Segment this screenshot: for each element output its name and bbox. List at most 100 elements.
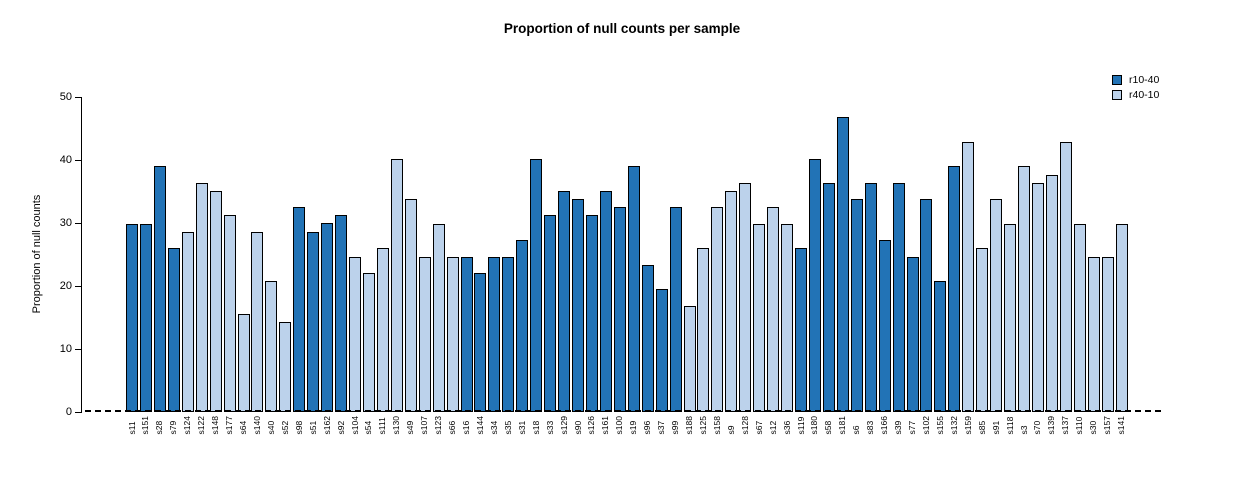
x-label-s12: s12 bbox=[767, 416, 779, 435]
x-label-s40: s40 bbox=[265, 416, 277, 435]
bar-s99 bbox=[669, 207, 682, 412]
x-label-text: s36 bbox=[781, 420, 792, 435]
x-label-s141: s141 bbox=[1116, 416, 1128, 434]
y-axis-line bbox=[81, 97, 82, 413]
x-label-s129: s129 bbox=[558, 416, 570, 434]
bar-s31 bbox=[516, 240, 529, 412]
x-label-text: s132 bbox=[948, 416, 959, 435]
x-label-s58: s58 bbox=[823, 416, 835, 435]
y-tick-label-40: 40 bbox=[59, 153, 72, 166]
bar-s77 bbox=[906, 257, 919, 412]
x-label-s3: s3 bbox=[1018, 416, 1030, 434]
x-label-s166: s166 bbox=[879, 416, 891, 434]
x-label-text: s166 bbox=[879, 416, 890, 435]
y-tick-label-50: 50 bbox=[59, 90, 72, 103]
x-label-s102: s102 bbox=[920, 416, 932, 434]
bar-s180 bbox=[808, 159, 821, 412]
x-label-s51: s51 bbox=[307, 416, 319, 435]
x-label-text: s144 bbox=[474, 416, 485, 435]
bar-s122 bbox=[195, 183, 208, 412]
x-label-s119: s119 bbox=[795, 416, 807, 435]
bar-s35 bbox=[502, 257, 515, 412]
bar-s3 bbox=[1018, 166, 1030, 412]
y-tick-10 bbox=[75, 348, 82, 350]
x-label-text: s100 bbox=[614, 416, 625, 435]
x-label-s181: s181 bbox=[837, 416, 849, 434]
x-label-text: s107 bbox=[419, 416, 430, 435]
x-label-text: s12 bbox=[767, 420, 778, 435]
x-label-s110: s110 bbox=[1074, 416, 1086, 435]
x-label-text: s137 bbox=[1060, 416, 1071, 435]
x-label-text: s64 bbox=[238, 420, 248, 435]
bar-s104 bbox=[349, 257, 361, 412]
x-label-text: s33 bbox=[544, 420, 555, 435]
bar-s129 bbox=[558, 191, 571, 412]
x-label-s19: s19 bbox=[628, 416, 640, 435]
x-label-text: s118 bbox=[1004, 416, 1015, 435]
bar-s9 bbox=[725, 191, 738, 412]
bar-s107 bbox=[418, 257, 431, 412]
x-label-s90: s90 bbox=[572, 416, 584, 435]
x-label-text: s158 bbox=[711, 416, 722, 435]
x-label-s104: s104 bbox=[349, 416, 361, 434]
bar-s125 bbox=[697, 248, 710, 412]
x-label-text: s111 bbox=[377, 417, 388, 435]
x-label-s98: s98 bbox=[293, 416, 305, 435]
bar-s157 bbox=[1101, 257, 1114, 412]
x-label-text: s52 bbox=[279, 420, 290, 435]
x-label-text: s92 bbox=[335, 420, 346, 435]
legend-label-r10-40: r10-40 bbox=[1129, 73, 1160, 86]
x-label-text: s98 bbox=[293, 420, 304, 435]
bar-s91 bbox=[990, 199, 1003, 412]
x-label-text: s18 bbox=[530, 420, 541, 435]
bar-s85 bbox=[976, 248, 989, 412]
x-label-s188: s188 bbox=[684, 416, 696, 434]
bar-s30 bbox=[1087, 257, 1100, 412]
x-label-s37: s37 bbox=[656, 416, 668, 435]
x-label-s107: s107 bbox=[419, 416, 431, 434]
x-label-text: s180 bbox=[809, 416, 820, 435]
legend-swatch-r40-10 bbox=[1112, 89, 1122, 100]
bar-s151 bbox=[139, 224, 152, 412]
bar-s102 bbox=[920, 199, 933, 412]
x-label-s18: s18 bbox=[530, 416, 542, 435]
legend: r10-40 r40-10 bbox=[1112, 72, 1159, 102]
x-label-s144: s144 bbox=[474, 416, 486, 434]
x-label-s9: s9 bbox=[725, 416, 737, 434]
bar-s52 bbox=[279, 322, 292, 412]
x-label-s140: s140 bbox=[251, 416, 263, 434]
x-label-text: s35 bbox=[502, 420, 513, 435]
bar-s124 bbox=[181, 232, 194, 412]
bar-s39 bbox=[892, 183, 905, 412]
x-label-text: s140 bbox=[251, 416, 262, 435]
x-label-text: s19 bbox=[628, 420, 639, 435]
bar-s49 bbox=[404, 199, 417, 412]
x-label-s54: s54 bbox=[363, 416, 375, 435]
x-label-s111: s111 bbox=[377, 416, 389, 434]
x-label-text: s51 bbox=[307, 420, 318, 435]
x-label-s118: s118 bbox=[1004, 416, 1016, 435]
x-label-s77: s77 bbox=[907, 416, 919, 435]
y-axis-title: Proportion of null counts bbox=[31, 194, 43, 314]
x-label-s30: s30 bbox=[1088, 416, 1100, 435]
x-label-text: s66 bbox=[447, 420, 458, 435]
x-label-s99: s99 bbox=[670, 416, 682, 435]
bar-s159 bbox=[962, 142, 975, 412]
x-axis-labels: s11 s151 s28 s79 s124 s122 s148 s177 s64 s140 s40 s… bbox=[126, 416, 1128, 434]
bar-s79 bbox=[167, 248, 180, 412]
x-label-s67: s67 bbox=[753, 416, 765, 435]
x-label-s180: s180 bbox=[809, 416, 821, 434]
x-label-s130: s130 bbox=[391, 416, 403, 434]
bar-s140 bbox=[251, 232, 264, 412]
bar-s132 bbox=[948, 166, 961, 412]
x-label-s125: s125 bbox=[697, 416, 709, 434]
x-label-text: s28 bbox=[154, 420, 165, 435]
y-tick-50 bbox=[75, 96, 82, 98]
bar-s181 bbox=[836, 117, 849, 412]
bar-s161 bbox=[599, 191, 612, 412]
bar-s177 bbox=[223, 215, 236, 412]
y-tick-label-0: 0 bbox=[65, 405, 72, 418]
x-label-s16: s16 bbox=[461, 416, 473, 435]
x-label-text: s155 bbox=[934, 416, 945, 435]
bar-s16 bbox=[460, 257, 473, 412]
